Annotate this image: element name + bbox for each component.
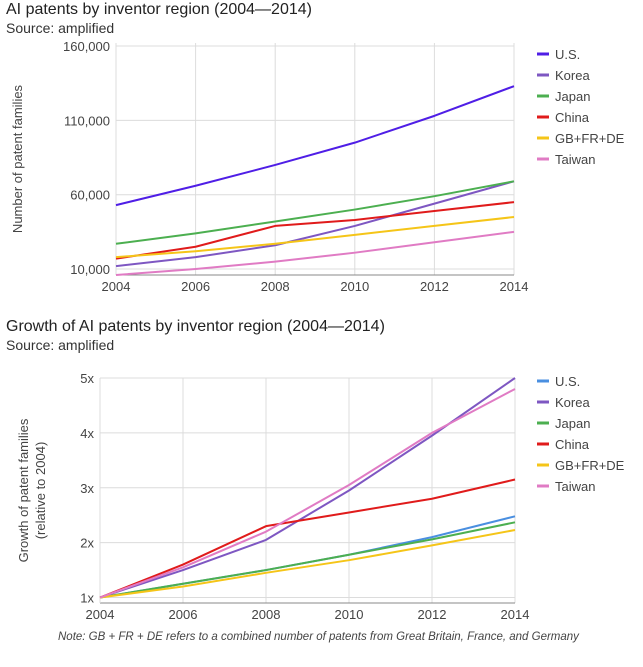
series-line-gb-fr-de	[99, 529, 516, 599]
legend-label-korea: Korea	[555, 395, 590, 410]
legend-label-gb-fr-de: GB+FR+DE	[555, 458, 625, 473]
x-tick-label: 2006	[181, 279, 210, 294]
chart-1-subtitle: Source: amplified	[6, 20, 115, 36]
x-tick-label: 2008	[252, 607, 281, 622]
y-tick-label: 60,000	[70, 188, 110, 203]
series-line-japan	[99, 521, 516, 599]
footnote: Note: GB + FR + DE refers to a combined …	[58, 631, 579, 643]
y-tick-label: 5x	[80, 371, 94, 386]
legend-label-japan: Japan	[555, 416, 590, 431]
y-tick-label: 1x	[80, 591, 94, 606]
y-tick-label: 10,000	[70, 262, 110, 277]
legend-label-china: China	[555, 110, 590, 125]
x-tick-label: 2014	[500, 279, 529, 294]
y-tick-label: 110,000	[64, 113, 110, 128]
x-tick-label: 2004	[102, 279, 131, 294]
x-tick-label: 2012	[418, 607, 447, 622]
x-tick-label: 2010	[335, 607, 364, 622]
legend-label-u-s-: U.S.	[555, 374, 580, 389]
series-line-u-s-	[115, 85, 515, 207]
chart-1-title: AI patents by inventor region (2004—2014…	[6, 1, 312, 18]
legend-label-u-s-: U.S.	[555, 47, 580, 62]
legend-label-china: China	[555, 437, 590, 452]
chart-2-plot: 2004 2006 2008 2010 2012 2014 1x 2x 3x 4x 5x Growth…	[16, 371, 625, 622]
legend-label-japan: Japan	[555, 89, 590, 104]
series-line-china	[99, 478, 516, 599]
x-tick-label: 2012	[420, 279, 449, 294]
series-line-u-s-	[99, 515, 516, 599]
y-tick-label: 4x	[80, 426, 94, 441]
series-line-china	[115, 201, 515, 260]
series-line-korea	[115, 180, 515, 268]
x-tick-label: 2014	[501, 607, 530, 622]
series-line-gb-fr-de	[115, 216, 515, 259]
chart-2-subtitle: Source: amplified	[6, 337, 115, 353]
series-line-japan	[115, 180, 515, 245]
legend-label-gb-fr-de: GB+FR+DE	[555, 131, 625, 146]
y-axis-title: Number of patent families	[10, 84, 25, 233]
y-axis-title: Growth of patent families	[16, 418, 31, 562]
x-tick-label: 2004	[86, 607, 115, 622]
x-tick-label: 2006	[169, 607, 198, 622]
y-tick-label: 160,000	[63, 39, 110, 54]
legend-label-taiwan: Taiwan	[555, 152, 595, 167]
series-line-taiwan	[99, 388, 516, 599]
y-tick-label: 3x	[80, 481, 94, 496]
series-line-taiwan	[115, 230, 515, 276]
x-tick-label: 2008	[261, 279, 290, 294]
y-tick-label: 2x	[80, 536, 94, 551]
chart-2-title: Growth of AI patents by inventor region …	[6, 318, 385, 335]
legend-label-taiwan: Taiwan	[555, 479, 595, 494]
y-axis-title-line-2: (relative to 2004)	[33, 442, 48, 540]
x-tick-label: 2010	[340, 279, 369, 294]
legend-label-korea: Korea	[555, 68, 590, 83]
chart-1-plot: 2004 2006 2008 2010 2012 2014 10,000 60,000 110,…	[10, 39, 625, 294]
